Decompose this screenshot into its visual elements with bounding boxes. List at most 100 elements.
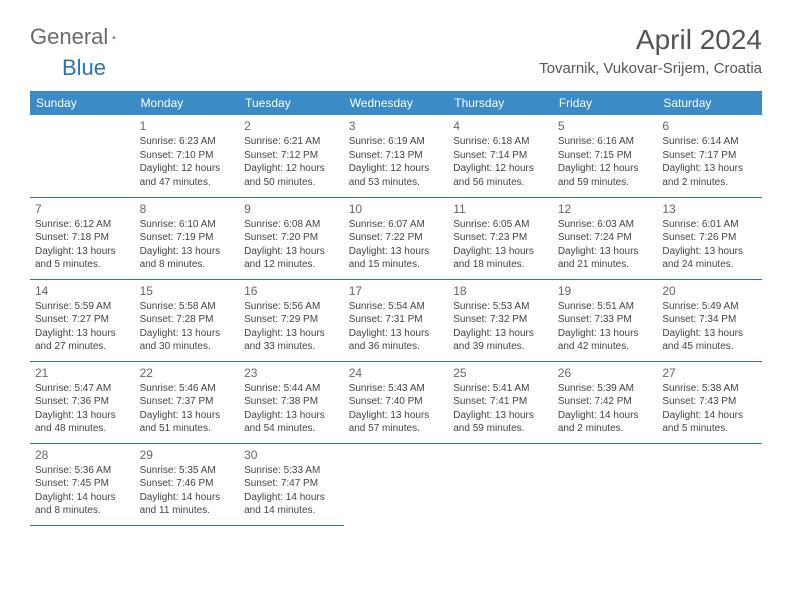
day-number: 22	[140, 365, 235, 381]
day-number: 25	[453, 365, 548, 381]
day-number: 30	[244, 447, 339, 463]
daylight-text: Daylight: 12 hours and 47 minutes.	[140, 162, 235, 189]
weekday-header: Sunday	[30, 91, 135, 115]
sunset-text: Sunset: 7:47 PM	[244, 477, 339, 491]
header: General April 2024 Tovarnik, Vukovar-Sri…	[30, 24, 762, 77]
calendar-body: 1Sunrise: 6:23 AMSunset: 7:10 PMDaylight…	[30, 115, 762, 525]
daylight-text: Daylight: 14 hours and 11 minutes.	[140, 491, 235, 518]
daylight-text: Daylight: 13 hours and 21 minutes.	[558, 245, 653, 272]
sunset-text: Sunset: 7:28 PM	[140, 313, 235, 327]
calendar-day-cell: 24Sunrise: 5:43 AMSunset: 7:40 PMDayligh…	[344, 361, 449, 443]
calendar-week-row: 7Sunrise: 6:12 AMSunset: 7:18 PMDaylight…	[30, 197, 762, 279]
sunrise-text: Sunrise: 5:59 AM	[35, 300, 130, 314]
day-number: 23	[244, 365, 339, 381]
sunrise-text: Sunrise: 6:14 AM	[662, 135, 757, 149]
sunrise-text: Sunrise: 5:56 AM	[244, 300, 339, 314]
day-number: 14	[35, 283, 130, 299]
daylight-text: Daylight: 13 hours and 36 minutes.	[349, 327, 444, 354]
daylight-text: Daylight: 13 hours and 45 minutes.	[662, 327, 757, 354]
daylight-text: Daylight: 14 hours and 8 minutes.	[35, 491, 130, 518]
sunset-text: Sunset: 7:10 PM	[140, 149, 235, 163]
sunrise-text: Sunrise: 5:43 AM	[349, 382, 444, 396]
day-number: 9	[244, 201, 339, 217]
calendar-day-cell: 3Sunrise: 6:19 AMSunset: 7:13 PMDaylight…	[344, 115, 449, 197]
sunrise-text: Sunrise: 5:53 AM	[453, 300, 548, 314]
day-number: 4	[453, 118, 548, 134]
sunrise-text: Sunrise: 5:41 AM	[453, 382, 548, 396]
calendar-day-cell: 28Sunrise: 5:36 AMSunset: 7:45 PMDayligh…	[30, 443, 135, 525]
daylight-text: Daylight: 13 hours and 12 minutes.	[244, 245, 339, 272]
day-number: 6	[662, 118, 757, 134]
calendar-day-cell: 17Sunrise: 5:54 AMSunset: 7:31 PMDayligh…	[344, 279, 449, 361]
day-number: 5	[558, 118, 653, 134]
sunrise-text: Sunrise: 6:23 AM	[140, 135, 235, 149]
day-number: 28	[35, 447, 130, 463]
daylight-text: Daylight: 13 hours and 24 minutes.	[662, 245, 757, 272]
sunset-text: Sunset: 7:32 PM	[453, 313, 548, 327]
day-number: 21	[35, 365, 130, 381]
weekday-header-row: SundayMondayTuesdayWednesdayThursdayFrid…	[30, 91, 762, 115]
day-number: 29	[140, 447, 235, 463]
sunrise-text: Sunrise: 5:46 AM	[140, 382, 235, 396]
day-number: 13	[662, 201, 757, 217]
daylight-text: Daylight: 14 hours and 5 minutes.	[662, 409, 757, 436]
weekday-header: Monday	[135, 91, 240, 115]
daylight-text: Daylight: 13 hours and 2 minutes.	[662, 162, 757, 189]
daylight-text: Daylight: 12 hours and 50 minutes.	[244, 162, 339, 189]
calendar-day-cell: 23Sunrise: 5:44 AMSunset: 7:38 PMDayligh…	[239, 361, 344, 443]
sunset-text: Sunset: 7:43 PM	[662, 395, 757, 409]
calendar-day-cell: 12Sunrise: 6:03 AMSunset: 7:24 PMDayligh…	[553, 197, 658, 279]
day-number: 2	[244, 118, 339, 134]
day-number: 10	[349, 201, 444, 217]
day-number: 8	[140, 201, 235, 217]
calendar-day-cell: 20Sunrise: 5:49 AMSunset: 7:34 PMDayligh…	[657, 279, 762, 361]
sunset-text: Sunset: 7:20 PM	[244, 231, 339, 245]
daylight-text: Daylight: 13 hours and 59 minutes.	[453, 409, 548, 436]
calendar-day-cell: 16Sunrise: 5:56 AMSunset: 7:29 PMDayligh…	[239, 279, 344, 361]
calendar-day-cell: 14Sunrise: 5:59 AMSunset: 7:27 PMDayligh…	[30, 279, 135, 361]
daylight-text: Daylight: 12 hours and 59 minutes.	[558, 162, 653, 189]
daylight-text: Daylight: 13 hours and 8 minutes.	[140, 245, 235, 272]
daylight-text: Daylight: 13 hours and 33 minutes.	[244, 327, 339, 354]
sunset-text: Sunset: 7:18 PM	[35, 231, 130, 245]
daylight-text: Daylight: 13 hours and 39 minutes.	[453, 327, 548, 354]
calendar-day-cell: 27Sunrise: 5:38 AMSunset: 7:43 PMDayligh…	[657, 361, 762, 443]
logo: General	[30, 24, 136, 50]
sunrise-text: Sunrise: 5:39 AM	[558, 382, 653, 396]
calendar-week-row: 21Sunrise: 5:47 AMSunset: 7:36 PMDayligh…	[30, 361, 762, 443]
calendar-day-cell: 9Sunrise: 6:08 AMSunset: 7:20 PMDaylight…	[239, 197, 344, 279]
logo-triangle-icon	[112, 28, 116, 46]
daylight-text: Daylight: 12 hours and 56 minutes.	[453, 162, 548, 189]
sunset-text: Sunset: 7:14 PM	[453, 149, 548, 163]
daylight-text: Daylight: 13 hours and 5 minutes.	[35, 245, 130, 272]
calendar-day-cell: 19Sunrise: 5:51 AMSunset: 7:33 PMDayligh…	[553, 279, 658, 361]
calendar-day-cell: 26Sunrise: 5:39 AMSunset: 7:42 PMDayligh…	[553, 361, 658, 443]
weekday-header: Wednesday	[344, 91, 449, 115]
title-block: April 2024 Tovarnik, Vukovar-Srijem, Cro…	[539, 24, 762, 77]
daylight-text: Daylight: 13 hours and 51 minutes.	[140, 409, 235, 436]
day-number: 15	[140, 283, 235, 299]
calendar-day-cell: 13Sunrise: 6:01 AMSunset: 7:26 PMDayligh…	[657, 197, 762, 279]
location: Tovarnik, Vukovar-Srijem, Croatia	[539, 60, 762, 77]
calendar-day-cell: 6Sunrise: 6:14 AMSunset: 7:17 PMDaylight…	[657, 115, 762, 197]
sunrise-text: Sunrise: 5:54 AM	[349, 300, 444, 314]
sunrise-text: Sunrise: 6:08 AM	[244, 218, 339, 232]
calendar-day-cell: 25Sunrise: 5:41 AMSunset: 7:41 PMDayligh…	[448, 361, 553, 443]
calendar-empty-cell	[344, 443, 449, 525]
daylight-text: Daylight: 14 hours and 14 minutes.	[244, 491, 339, 518]
sunset-text: Sunset: 7:23 PM	[453, 231, 548, 245]
sunset-text: Sunset: 7:26 PM	[662, 231, 757, 245]
day-number: 17	[349, 283, 444, 299]
sunset-text: Sunset: 7:42 PM	[558, 395, 653, 409]
calendar-day-cell: 15Sunrise: 5:58 AMSunset: 7:28 PMDayligh…	[135, 279, 240, 361]
calendar-day-cell: 18Sunrise: 5:53 AMSunset: 7:32 PMDayligh…	[448, 279, 553, 361]
sunrise-text: Sunrise: 6:03 AM	[558, 218, 653, 232]
calendar-week-row: 14Sunrise: 5:59 AMSunset: 7:27 PMDayligh…	[30, 279, 762, 361]
sunset-text: Sunset: 7:37 PM	[140, 395, 235, 409]
sunset-text: Sunset: 7:38 PM	[244, 395, 339, 409]
sunrise-text: Sunrise: 6:10 AM	[140, 218, 235, 232]
day-number: 3	[349, 118, 444, 134]
daylight-text: Daylight: 13 hours and 30 minutes.	[140, 327, 235, 354]
weekday-header: Friday	[553, 91, 658, 115]
sunset-text: Sunset: 7:29 PM	[244, 313, 339, 327]
